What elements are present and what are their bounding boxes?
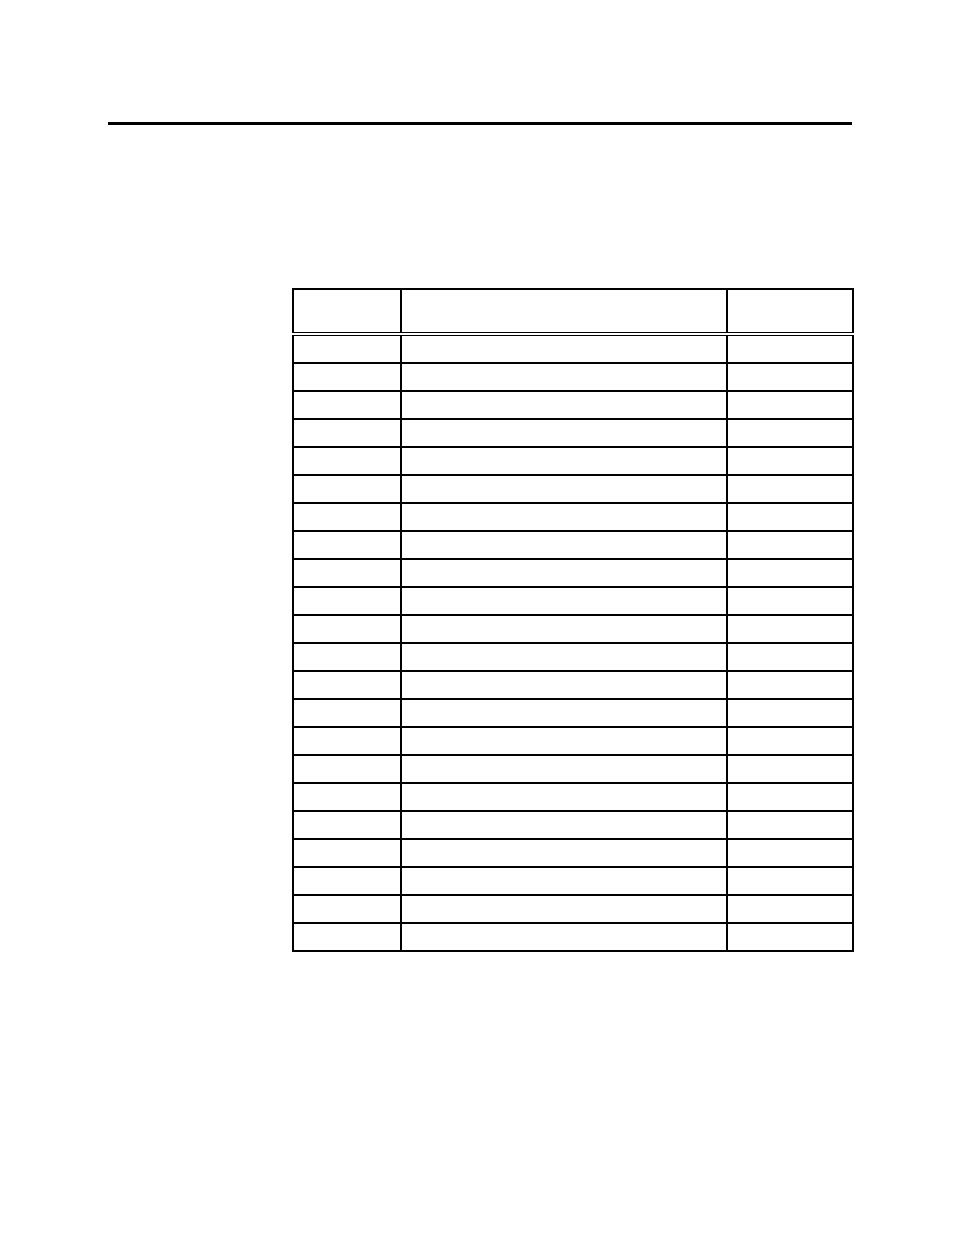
td-name [401, 755, 727, 783]
td-num [293, 783, 401, 811]
td-dir [727, 615, 853, 643]
table-row [293, 671, 853, 699]
table-row [293, 475, 853, 503]
td-dir [727, 334, 853, 363]
td-dir [727, 727, 853, 755]
td-name [401, 615, 727, 643]
table-row [293, 895, 853, 923]
td-dir [727, 755, 853, 783]
td-name [401, 839, 727, 867]
table-body [293, 334, 853, 951]
td-name [401, 475, 727, 503]
td-num [293, 447, 401, 475]
table-row [293, 699, 853, 727]
td-num [293, 559, 401, 587]
td-num [293, 419, 401, 447]
td-name [401, 783, 727, 811]
table-header-row [293, 289, 853, 334]
td-name [401, 559, 727, 587]
td-name [401, 419, 727, 447]
td-name [401, 531, 727, 559]
td-dir [727, 363, 853, 391]
td-name [401, 391, 727, 419]
td-name [401, 699, 727, 727]
table-row [293, 587, 853, 615]
td-dir [727, 895, 853, 923]
table-row [293, 923, 853, 951]
td-dir [727, 503, 853, 531]
table-row [293, 363, 853, 391]
table-row [293, 783, 853, 811]
td-name [401, 587, 727, 615]
td-num [293, 671, 401, 699]
table-row [293, 839, 853, 867]
td-name [401, 447, 727, 475]
table-row [293, 867, 853, 895]
td-name [401, 643, 727, 671]
pin-table-container [292, 280, 852, 952]
td-name [401, 811, 727, 839]
table-row [293, 643, 853, 671]
td-dir [727, 587, 853, 615]
td-num [293, 755, 401, 783]
td-name [401, 923, 727, 951]
td-name [401, 671, 727, 699]
td-dir [727, 531, 853, 559]
td-num [293, 391, 401, 419]
td-dir [727, 811, 853, 839]
table-row [293, 391, 853, 419]
td-num [293, 615, 401, 643]
td-name [401, 895, 727, 923]
table-row [293, 559, 853, 587]
td-name [401, 334, 727, 363]
td-num [293, 923, 401, 951]
td-num [293, 531, 401, 559]
table-row [293, 419, 853, 447]
td-dir [727, 699, 853, 727]
table-row [293, 755, 853, 783]
td-dir [727, 923, 853, 951]
header-rule [108, 122, 852, 125]
td-num [293, 811, 401, 839]
table-row [293, 811, 853, 839]
td-num [293, 895, 401, 923]
table-row [293, 334, 853, 363]
td-dir [727, 419, 853, 447]
td-name [401, 867, 727, 895]
td-dir [727, 447, 853, 475]
pin-table [292, 288, 854, 952]
td-num [293, 643, 401, 671]
th-name [401, 289, 727, 334]
td-num [293, 334, 401, 363]
td-num [293, 699, 401, 727]
td-num [293, 867, 401, 895]
th-num [293, 289, 401, 334]
td-name [401, 727, 727, 755]
page [0, 0, 954, 1235]
td-num [293, 475, 401, 503]
td-num [293, 503, 401, 531]
td-num [293, 839, 401, 867]
td-dir [727, 671, 853, 699]
td-num [293, 587, 401, 615]
td-num [293, 727, 401, 755]
table-row [293, 727, 853, 755]
td-dir [727, 839, 853, 867]
table-row [293, 447, 853, 475]
td-name [401, 363, 727, 391]
td-dir [727, 783, 853, 811]
td-num [293, 363, 401, 391]
th-dir [727, 289, 853, 334]
td-name [401, 503, 727, 531]
table-row [293, 503, 853, 531]
td-dir [727, 643, 853, 671]
td-dir [727, 559, 853, 587]
td-dir [727, 391, 853, 419]
td-dir [727, 867, 853, 895]
table-row [293, 531, 853, 559]
table-row [293, 615, 853, 643]
td-dir [727, 475, 853, 503]
